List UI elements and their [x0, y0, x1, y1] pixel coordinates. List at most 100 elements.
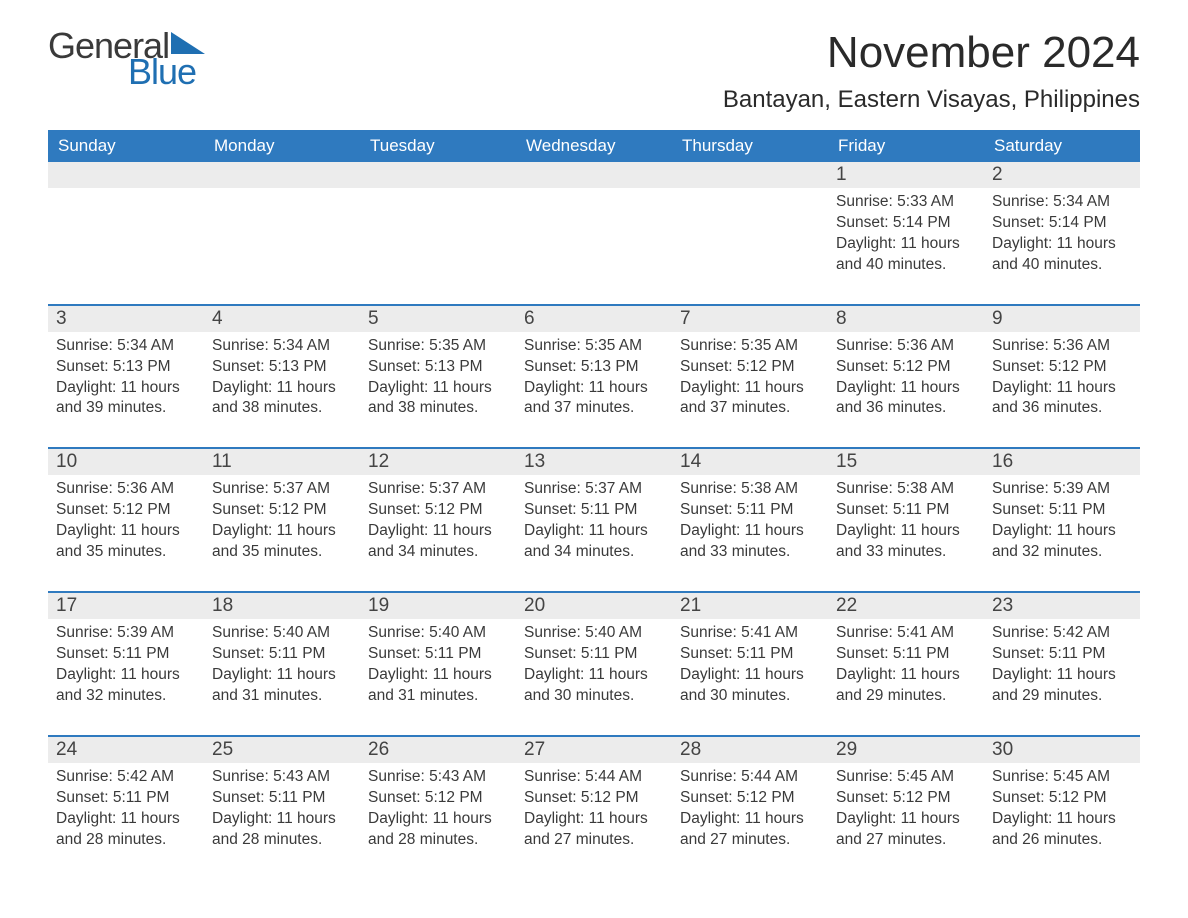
calendar-day: 21Sunrise: 5:41 AMSunset: 5:11 PMDayligh… — [672, 593, 828, 715]
calendar-day: 8Sunrise: 5:36 AMSunset: 5:12 PMDaylight… — [828, 306, 984, 428]
day-details: Sunrise: 5:42 AMSunset: 5:11 PMDaylight:… — [48, 763, 204, 859]
daylight-text: Daylight: 11 hours and 28 minutes. — [212, 809, 352, 851]
day-number — [672, 162, 828, 188]
day-number: 17 — [48, 593, 204, 619]
sunrise-text: Sunrise: 5:38 AM — [680, 479, 820, 500]
calendar-day: 7Sunrise: 5:35 AMSunset: 5:12 PMDaylight… — [672, 306, 828, 428]
sunset-text: Sunset: 5:11 PM — [836, 500, 976, 521]
dow-cell: Friday — [828, 130, 984, 162]
daylight-text: Daylight: 11 hours and 29 minutes. — [992, 665, 1132, 707]
daylight-text: Daylight: 11 hours and 38 minutes. — [368, 378, 508, 420]
daylight-text: Daylight: 11 hours and 32 minutes. — [992, 521, 1132, 563]
calendar-day — [360, 162, 516, 284]
day-details: Sunrise: 5:41 AMSunset: 5:11 PMDaylight:… — [672, 619, 828, 715]
day-details: Sunrise: 5:38 AMSunset: 5:11 PMDaylight:… — [672, 475, 828, 571]
day-number: 22 — [828, 593, 984, 619]
day-number — [48, 162, 204, 188]
sunset-text: Sunset: 5:12 PM — [368, 788, 508, 809]
sunset-text: Sunset: 5:12 PM — [524, 788, 664, 809]
sunrise-text: Sunrise: 5:37 AM — [524, 479, 664, 500]
calendar-day: 19Sunrise: 5:40 AMSunset: 5:11 PMDayligh… — [360, 593, 516, 715]
daylight-text: Daylight: 11 hours and 33 minutes. — [680, 521, 820, 563]
sunset-text: Sunset: 5:14 PM — [836, 213, 976, 234]
day-number: 29 — [828, 737, 984, 763]
daylight-text: Daylight: 11 hours and 26 minutes. — [992, 809, 1132, 851]
calendar-day: 28Sunrise: 5:44 AMSunset: 5:12 PMDayligh… — [672, 737, 828, 859]
day-number: 20 — [516, 593, 672, 619]
daylight-text: Daylight: 11 hours and 31 minutes. — [368, 665, 508, 707]
day-details — [516, 188, 672, 200]
sunset-text: Sunset: 5:11 PM — [680, 500, 820, 521]
month-title: November 2024 — [723, 28, 1140, 78]
daylight-text: Daylight: 11 hours and 36 minutes. — [992, 378, 1132, 420]
daylight-text: Daylight: 11 hours and 36 minutes. — [836, 378, 976, 420]
day-details: Sunrise: 5:45 AMSunset: 5:12 PMDaylight:… — [984, 763, 1140, 859]
sunrise-text: Sunrise: 5:34 AM — [56, 336, 196, 357]
sunrise-text: Sunrise: 5:33 AM — [836, 192, 976, 213]
calendar-day: 6Sunrise: 5:35 AMSunset: 5:13 PMDaylight… — [516, 306, 672, 428]
daylight-text: Daylight: 11 hours and 35 minutes. — [56, 521, 196, 563]
sunrise-text: Sunrise: 5:39 AM — [992, 479, 1132, 500]
sunrise-text: Sunrise: 5:36 AM — [992, 336, 1132, 357]
sunset-text: Sunset: 5:11 PM — [524, 644, 664, 665]
calendar-day: 20Sunrise: 5:40 AMSunset: 5:11 PMDayligh… — [516, 593, 672, 715]
sunrise-text: Sunrise: 5:44 AM — [524, 767, 664, 788]
day-number — [360, 162, 516, 188]
sunset-text: Sunset: 5:11 PM — [992, 644, 1132, 665]
logo: General Blue — [48, 28, 205, 90]
calendar-day: 30Sunrise: 5:45 AMSunset: 5:12 PMDayligh… — [984, 737, 1140, 859]
calendar-day: 27Sunrise: 5:44 AMSunset: 5:12 PMDayligh… — [516, 737, 672, 859]
calendar-day: 18Sunrise: 5:40 AMSunset: 5:11 PMDayligh… — [204, 593, 360, 715]
day-details: Sunrise: 5:39 AMSunset: 5:11 PMDaylight:… — [984, 475, 1140, 571]
day-details — [48, 188, 204, 200]
sunrise-text: Sunrise: 5:41 AM — [836, 623, 976, 644]
sunrise-text: Sunrise: 5:43 AM — [368, 767, 508, 788]
daylight-text: Daylight: 11 hours and 27 minutes. — [836, 809, 976, 851]
calendar-day: 22Sunrise: 5:41 AMSunset: 5:11 PMDayligh… — [828, 593, 984, 715]
sunset-text: Sunset: 5:12 PM — [992, 357, 1132, 378]
daylight-text: Daylight: 11 hours and 30 minutes. — [680, 665, 820, 707]
sunrise-text: Sunrise: 5:35 AM — [680, 336, 820, 357]
day-details: Sunrise: 5:41 AMSunset: 5:11 PMDaylight:… — [828, 619, 984, 715]
calendar-week: 24Sunrise: 5:42 AMSunset: 5:11 PMDayligh… — [48, 735, 1140, 859]
calendar-day — [48, 162, 204, 284]
calendar-day: 3Sunrise: 5:34 AMSunset: 5:13 PMDaylight… — [48, 306, 204, 428]
dow-cell: Monday — [204, 130, 360, 162]
sunset-text: Sunset: 5:12 PM — [680, 788, 820, 809]
daylight-text: Daylight: 11 hours and 28 minutes. — [368, 809, 508, 851]
sunrise-text: Sunrise: 5:44 AM — [680, 767, 820, 788]
sunset-text: Sunset: 5:12 PM — [836, 788, 976, 809]
sunset-text: Sunset: 5:11 PM — [212, 644, 352, 665]
day-number: 21 — [672, 593, 828, 619]
daylight-text: Daylight: 11 hours and 28 minutes. — [56, 809, 196, 851]
day-number: 16 — [984, 449, 1140, 475]
sunset-text: Sunset: 5:14 PM — [992, 213, 1132, 234]
calendar-day: 26Sunrise: 5:43 AMSunset: 5:12 PMDayligh… — [360, 737, 516, 859]
day-details: Sunrise: 5:38 AMSunset: 5:11 PMDaylight:… — [828, 475, 984, 571]
sunset-text: Sunset: 5:12 PM — [368, 500, 508, 521]
sunset-text: Sunset: 5:13 PM — [368, 357, 508, 378]
day-details: Sunrise: 5:40 AMSunset: 5:11 PMDaylight:… — [204, 619, 360, 715]
sunrise-text: Sunrise: 5:36 AM — [836, 336, 976, 357]
day-number: 24 — [48, 737, 204, 763]
calendar: Sunday Monday Tuesday Wednesday Thursday… — [48, 130, 1140, 858]
day-number — [204, 162, 360, 188]
daylight-text: Daylight: 11 hours and 34 minutes. — [524, 521, 664, 563]
daylight-text: Daylight: 11 hours and 40 minutes. — [992, 234, 1132, 276]
day-number: 18 — [204, 593, 360, 619]
day-number: 12 — [360, 449, 516, 475]
day-number: 14 — [672, 449, 828, 475]
sunrise-text: Sunrise: 5:38 AM — [836, 479, 976, 500]
day-number: 10 — [48, 449, 204, 475]
day-number: 19 — [360, 593, 516, 619]
calendar-day: 1Sunrise: 5:33 AMSunset: 5:14 PMDaylight… — [828, 162, 984, 284]
calendar-week: 17Sunrise: 5:39 AMSunset: 5:11 PMDayligh… — [48, 591, 1140, 715]
day-number: 11 — [204, 449, 360, 475]
calendar-day — [672, 162, 828, 284]
dow-cell: Sunday — [48, 130, 204, 162]
dow-cell: Saturday — [984, 130, 1140, 162]
day-details: Sunrise: 5:36 AMSunset: 5:12 PMDaylight:… — [984, 332, 1140, 428]
day-details: Sunrise: 5:35 AMSunset: 5:13 PMDaylight:… — [516, 332, 672, 428]
calendar-day: 14Sunrise: 5:38 AMSunset: 5:11 PMDayligh… — [672, 449, 828, 571]
day-of-week-header: Sunday Monday Tuesday Wednesday Thursday… — [48, 130, 1140, 162]
